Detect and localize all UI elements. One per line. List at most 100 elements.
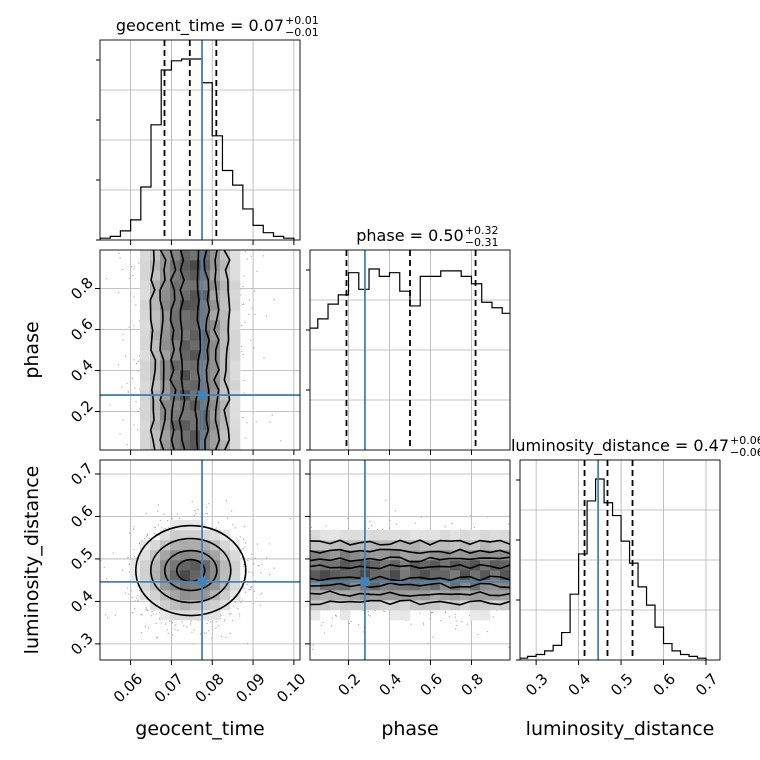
density-bin bbox=[380, 590, 391, 601]
density-bin bbox=[180, 540, 191, 551]
scatter-point bbox=[422, 622, 425, 624]
scatter-point bbox=[151, 610, 153, 613]
density-bin bbox=[180, 600, 191, 611]
scatter-point bbox=[137, 594, 139, 597]
scatter-point bbox=[126, 382, 128, 385]
density-bin bbox=[170, 320, 181, 331]
scatter-point bbox=[325, 525, 327, 527]
scatter-point bbox=[157, 504, 160, 506]
contour-left-3 bbox=[149, 250, 157, 450]
hist-geocent_time bbox=[99, 39, 301, 241]
scatter-point bbox=[137, 360, 139, 362]
scatter-point bbox=[249, 589, 252, 591]
density-bin bbox=[230, 320, 241, 331]
y-axis-label-phase: phase bbox=[21, 321, 43, 378]
density-bin bbox=[440, 540, 451, 551]
density-bin bbox=[160, 300, 171, 311]
density-bin bbox=[170, 270, 181, 281]
x-tick-label: 0.8 bbox=[457, 670, 487, 700]
scatter-point bbox=[87, 432, 88, 433]
title-prefix: luminosity_distance = bbox=[511, 436, 693, 456]
density-bin bbox=[200, 270, 211, 281]
x-tick-label: 0.4 bbox=[376, 670, 406, 700]
scatter-point bbox=[348, 622, 350, 625]
title-minus: −0.06 bbox=[730, 446, 760, 459]
scatter-point bbox=[455, 624, 458, 627]
density-bin bbox=[150, 570, 161, 581]
x-axis-label-geocent_time: geocent_time bbox=[135, 718, 264, 740]
density-bin bbox=[200, 340, 211, 351]
scatter-point bbox=[430, 611, 433, 614]
scatter-point bbox=[112, 552, 114, 554]
hist-step-phase bbox=[310, 268, 510, 329]
panel-geocent_time-vs-phase bbox=[87, 249, 301, 451]
scatter-point bbox=[367, 610, 369, 613]
density-bin bbox=[180, 440, 191, 450]
density-bin bbox=[140, 410, 151, 421]
scatter-point bbox=[194, 509, 196, 512]
density-bin bbox=[310, 610, 321, 621]
scatter-point bbox=[119, 433, 121, 435]
density-bin bbox=[460, 600, 471, 611]
scatter-point bbox=[133, 325, 135, 327]
density-bin bbox=[170, 590, 181, 601]
density-bin bbox=[480, 600, 491, 611]
scatter-point bbox=[117, 364, 120, 366]
panel-geocent_time-vs-phase-area bbox=[87, 250, 300, 450]
scatter-point bbox=[127, 556, 129, 559]
scatter-point bbox=[268, 543, 271, 545]
density-bin bbox=[170, 250, 181, 261]
density-bin bbox=[470, 550, 481, 561]
hist-phase bbox=[309, 249, 511, 451]
scatter-point bbox=[134, 387, 136, 389]
density-bin bbox=[150, 420, 161, 431]
density-bin bbox=[130, 560, 141, 571]
x-axis-label-phase: phase bbox=[381, 718, 438, 740]
density-bin bbox=[200, 430, 211, 441]
density-bin bbox=[190, 380, 201, 391]
density-bin bbox=[420, 560, 431, 571]
density-bin bbox=[350, 550, 361, 561]
density-bin bbox=[210, 550, 221, 561]
scatter-point bbox=[133, 265, 135, 268]
density-bin bbox=[140, 580, 151, 591]
scatter-point bbox=[248, 571, 250, 573]
scatter-point bbox=[124, 355, 127, 357]
density-bin bbox=[180, 570, 191, 581]
scatter-point bbox=[133, 526, 135, 528]
scatter-point bbox=[133, 296, 135, 298]
density-bin bbox=[190, 370, 201, 381]
contour-2 bbox=[149, 537, 232, 604]
scatter-point bbox=[242, 353, 244, 356]
scatter-point bbox=[237, 607, 239, 610]
scatter-point bbox=[223, 620, 226, 622]
density-bin bbox=[140, 320, 151, 331]
scatter-point bbox=[132, 274, 134, 277]
scatter-point bbox=[154, 526, 157, 529]
scatter-point bbox=[246, 422, 248, 424]
density-bin bbox=[230, 330, 241, 341]
density-bin bbox=[480, 610, 491, 621]
density-bin bbox=[210, 360, 221, 371]
scatter-point bbox=[492, 616, 494, 618]
scatter-point bbox=[103, 566, 105, 568]
density-bin bbox=[230, 280, 241, 291]
density-bin bbox=[150, 540, 161, 551]
density-bin bbox=[210, 530, 221, 541]
density-bin bbox=[230, 380, 241, 391]
scatter-point bbox=[208, 630, 210, 632]
density-bin bbox=[230, 250, 241, 261]
scatter-point bbox=[178, 517, 181, 519]
density-bin bbox=[390, 610, 401, 621]
density-bin bbox=[370, 600, 381, 611]
density-bin bbox=[180, 560, 191, 571]
density-bin bbox=[380, 560, 391, 571]
scatter-point bbox=[248, 589, 250, 591]
scatter-point bbox=[164, 527, 166, 530]
density-bin bbox=[170, 560, 181, 571]
scatter-point bbox=[251, 572, 253, 574]
density-bin bbox=[140, 420, 151, 431]
scatter-point bbox=[119, 257, 121, 259]
scatter-point bbox=[127, 390, 130, 392]
density-bin bbox=[160, 380, 171, 391]
